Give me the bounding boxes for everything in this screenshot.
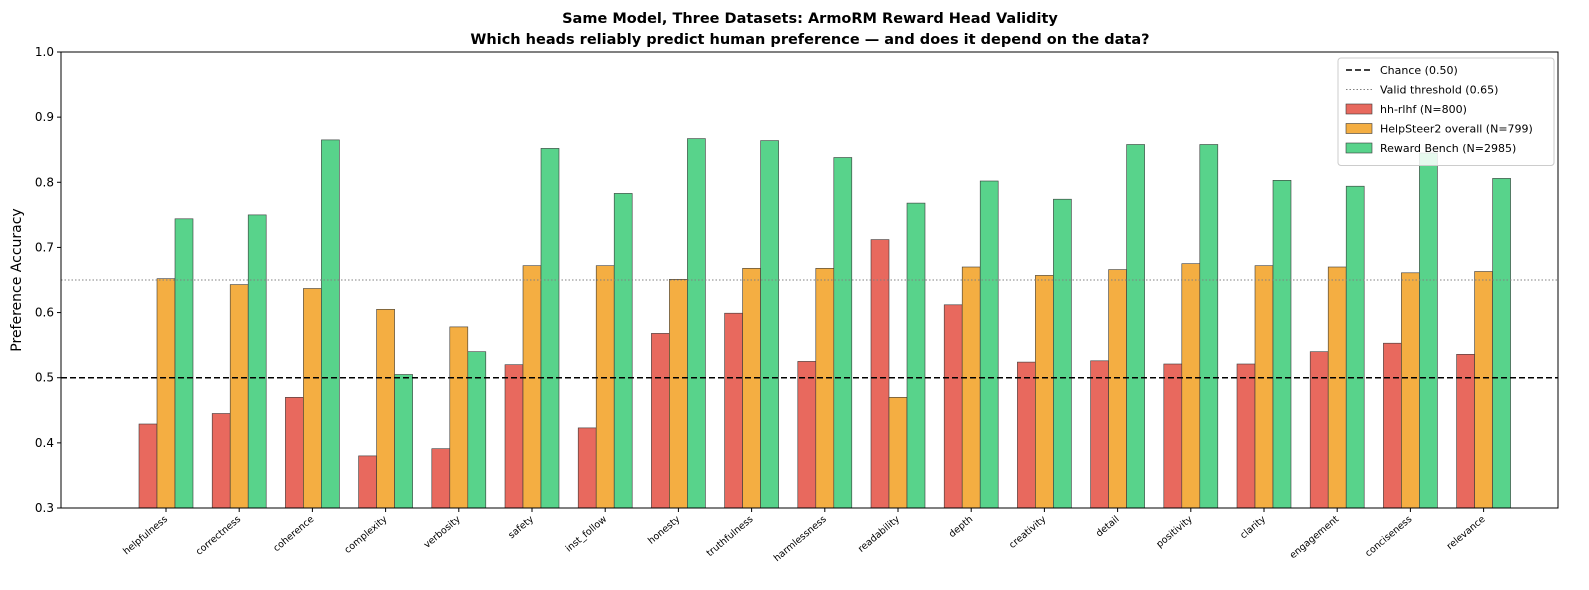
bar-conciseness-series-2 — [1401, 272, 1420, 509]
bar-engagement-series-1 — [1309, 351, 1329, 509]
bar-helpfulness-series-2 — [156, 278, 176, 509]
bar-verbosity-series-2 — [449, 326, 469, 509]
legend-label: Chance (0.50) — [1380, 64, 1458, 77]
y-tick-label: 0.5 — [35, 371, 54, 385]
x-tick-label-complexity: complexity — [342, 514, 389, 556]
x-tick-label-clarity: clarity — [1238, 514, 1268, 542]
bar-truthfulness-series-2 — [742, 267, 761, 509]
legend-box — [1337, 57, 1555, 166]
x-tick-label-detail: detail — [1094, 514, 1122, 540]
bar-inst_follow-series-1 — [577, 427, 597, 509]
bar-harmlessness-series-1 — [797, 361, 817, 509]
bar-detail-series-1 — [1090, 360, 1109, 509]
bar-truthfulness-series-1 — [724, 312, 743, 509]
bar-readability-series-3 — [906, 202, 926, 509]
y-tick-label: 0.7 — [35, 240, 54, 254]
bar-correctness-series-1 — [211, 413, 231, 509]
bar-clarity-series-3 — [1272, 180, 1292, 509]
bar-complexity-series-3 — [394, 374, 413, 509]
y-tick-label: 0.6 — [35, 306, 54, 320]
bar-creativity-series-1 — [1017, 361, 1036, 509]
y-tick-label: 0.4 — [35, 436, 54, 450]
bar-harmlessness-series-3 — [833, 157, 853, 509]
x-tick-label-honesty: honesty — [646, 514, 682, 547]
bar-correctness-series-2 — [229, 284, 249, 509]
y-tick-label: 0.3 — [35, 501, 54, 515]
legend-label: hh-rlhf (N=800) — [1380, 103, 1467, 116]
x-tick-label-readability: readability — [856, 514, 902, 555]
chart-title-line1: Same Model, Three Datasets: ArmoRM Rewar… — [562, 11, 1058, 27]
bar-coherence-series-1 — [285, 396, 304, 509]
x-tick-label-safety: safety — [506, 514, 536, 542]
bar-safety-series-3 — [540, 148, 560, 509]
bar-honesty-series-2 — [669, 278, 688, 509]
legend-bar-swatch — [1345, 142, 1373, 154]
y-tick-label: 1.0 — [35, 45, 54, 59]
bar-helpfulness-series-1 — [138, 423, 158, 509]
bar-coherence-series-3 — [321, 139, 340, 509]
bar-honesty-series-3 — [687, 138, 706, 509]
x-tick-label-verbosity: verbosity — [422, 514, 463, 551]
x-tick-label-inst_follow: inst_follow — [564, 514, 610, 555]
y-tick-label: 0.8 — [35, 175, 54, 189]
bar-relevance-series-3 — [1492, 178, 1511, 509]
x-tick-label-correctness: correctness — [194, 514, 243, 558]
bar-verbosity-series-3 — [467, 351, 487, 509]
bar-creativity-series-3 — [1053, 198, 1072, 509]
bar-inst_follow-series-3 — [613, 193, 633, 509]
bar-inst_follow-series-2 — [595, 265, 615, 509]
x-tick-label-conciseness: conciseness — [1363, 514, 1414, 559]
bar-positivity-series-1 — [1163, 363, 1183, 509]
x-tick-label-truthfulness: truthfulness — [705, 514, 756, 559]
bar-safety-series-2 — [522, 265, 542, 509]
y-tick-label: 0.9 — [35, 110, 54, 124]
bar-correctness-series-3 — [247, 214, 267, 509]
x-tick-label-depth: depth — [947, 514, 975, 540]
bar-complexity-series-2 — [376, 308, 395, 509]
bar-conciseness-series-3 — [1419, 152, 1438, 509]
axes-frame — [60, 51, 1559, 509]
bar-readability-series-2 — [888, 396, 908, 509]
bar-detail-series-3 — [1126, 144, 1145, 509]
bar-depth-series-2 — [961, 266, 981, 509]
bar-safety-series-1 — [504, 364, 524, 509]
x-tick-label-positivity: positivity — [1154, 514, 1195, 551]
legend-label: Reward Bench (N=2985) — [1380, 142, 1516, 155]
y-axis-label: Preference Accuracy — [9, 208, 25, 351]
bar-engagement-series-2 — [1327, 266, 1347, 509]
bar-engagement-series-3 — [1345, 185, 1365, 509]
bar-conciseness-series-1 — [1383, 342, 1402, 509]
x-tick-label-coherence: coherence — [271, 514, 316, 554]
legend-bar-swatch — [1345, 123, 1373, 134]
legend-label: HelpSteer2 overall (N=799) — [1380, 123, 1533, 136]
bar-depth-series-3 — [979, 180, 999, 509]
plot-area: 0.3 0.4 0.5 0.6 0.7 0.8 0.9 1.0 helpfulness corre… — [35, 45, 1559, 564]
x-tick-label-helpfulness: helpfulness — [121, 514, 170, 557]
bar-verbosity-series-1 — [431, 448, 451, 509]
legend: Chance (0.50) Valid threshold (0.65) hh-rl… — [1337, 57, 1555, 166]
bar-truthfulness-series-3 — [760, 140, 779, 509]
x-tick-label-harmlessness: harmlessness — [772, 514, 829, 564]
bar-positivity-series-2 — [1181, 263, 1201, 509]
x-tick-label-relevance: relevance — [1445, 514, 1488, 552]
legend-label: Valid threshold (0.65) — [1380, 84, 1498, 97]
bar-detail-series-2 — [1108, 269, 1127, 509]
bar-honesty-series-1 — [651, 333, 670, 509]
x-tick-label-engagement: engagement — [1288, 514, 1342, 561]
legend-bar-swatch — [1345, 103, 1373, 115]
chart-title-line2: Which heads reliably predict human prefe… — [470, 32, 1149, 48]
bar-helpfulness-series-3 — [174, 218, 194, 509]
bar-coherence-series-2 — [303, 288, 322, 509]
bar-harmlessness-series-2 — [815, 267, 835, 509]
x-tick-label-creativity: creativity — [1007, 514, 1048, 551]
bar-creativity-series-2 — [1035, 275, 1054, 509]
bar-relevance-series-2 — [1474, 271, 1493, 509]
bar-positivity-series-3 — [1199, 144, 1219, 509]
bar-depth-series-1 — [943, 304, 963, 509]
bar-clarity-series-2 — [1254, 265, 1274, 509]
bar-complexity-series-1 — [358, 455, 377, 509]
bar-clarity-series-1 — [1236, 363, 1256, 509]
